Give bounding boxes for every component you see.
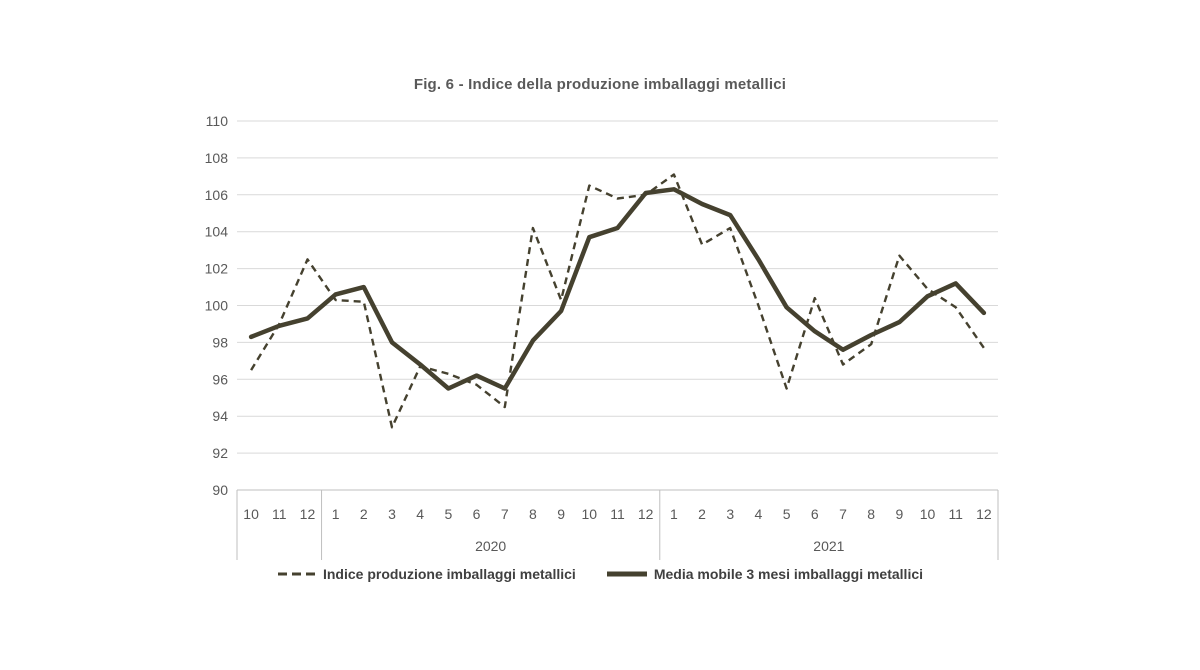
x-axis-month-label: 11 (272, 506, 287, 522)
x-axis-month-label: 11 (948, 506, 963, 522)
x-axis-month-label: 5 (783, 506, 791, 522)
y-axis-tick-label: 102 (205, 261, 229, 277)
x-axis-month-label: 2 (698, 506, 706, 522)
x-axis-month-label: 3 (388, 506, 396, 522)
x-axis-month-label: 12 (976, 506, 992, 522)
x-axis-month-label: 9 (895, 506, 903, 522)
series-line-indice (250, 173, 985, 429)
chart-legend: Indice produzione imballaggi metallici M… (0, 566, 1200, 582)
y-axis-tick-label: 104 (205, 224, 229, 240)
chart-title: Fig. 6 - Indice della produzione imballa… (413, 76, 787, 93)
x-axis-month-label: 5 (444, 506, 452, 522)
legend-label-media-mobile: Media mobile 3 mesi imballaggi metallici (653, 566, 924, 582)
y-axis-tick-label: 110 (206, 113, 229, 129)
x-axis-month-label: 12 (638, 506, 654, 522)
x-axis-month-label: 10 (582, 506, 598, 522)
y-axis-tick-label: 106 (205, 187, 229, 203)
x-axis-month-label: 6 (473, 506, 481, 522)
legend-item-indice: Indice produzione imballaggi metallici (277, 566, 576, 582)
y-axis-tick-label: 98 (212, 334, 228, 350)
y-axis-tick-label: 108 (205, 150, 229, 166)
legend-item-media-mobile: Media mobile 3 mesi imballaggi metallici (606, 566, 923, 582)
x-axis-month-label: 3 (726, 506, 734, 522)
solid-line-marker-icon (606, 571, 647, 577)
y-axis-tick-label: 94 (212, 408, 228, 424)
x-axis-month-label: 1 (670, 506, 678, 522)
x-axis-month-label: 12 (300, 506, 316, 522)
x-axis-month-label: 10 (920, 506, 936, 522)
legend-label-indice: Indice produzione imballaggi metallici (322, 566, 576, 582)
x-axis-month-label: 7 (501, 506, 509, 522)
x-axis-month-label: 4 (755, 506, 763, 522)
x-axis-year-label: 2021 (813, 538, 844, 554)
x-axis-month-label: 8 (529, 506, 537, 522)
x-axis-month-label: 4 (416, 506, 424, 522)
x-axis-month-label: 2 (360, 506, 368, 522)
x-axis-month-label: 1 (332, 506, 340, 522)
x-axis-year-label: 2020 (475, 538, 506, 554)
x-axis-month-label: 10 (243, 506, 259, 522)
y-axis-tick-label: 92 (212, 445, 228, 461)
x-axis-month-label: 11 (610, 506, 625, 522)
x-axis-month-label: 7 (839, 506, 847, 522)
series-line-media-mobile (248, 187, 987, 391)
x-axis-month-label: 6 (811, 506, 819, 522)
y-axis-tick-label: 100 (205, 298, 229, 314)
y-axis-tick-label: 90 (212, 482, 228, 498)
dashed-line-marker-icon (277, 572, 316, 576)
y-axis-tick-label: 96 (212, 371, 228, 387)
x-axis-month-label: 9 (557, 506, 565, 522)
x-axis-month-label: 8 (867, 506, 875, 522)
